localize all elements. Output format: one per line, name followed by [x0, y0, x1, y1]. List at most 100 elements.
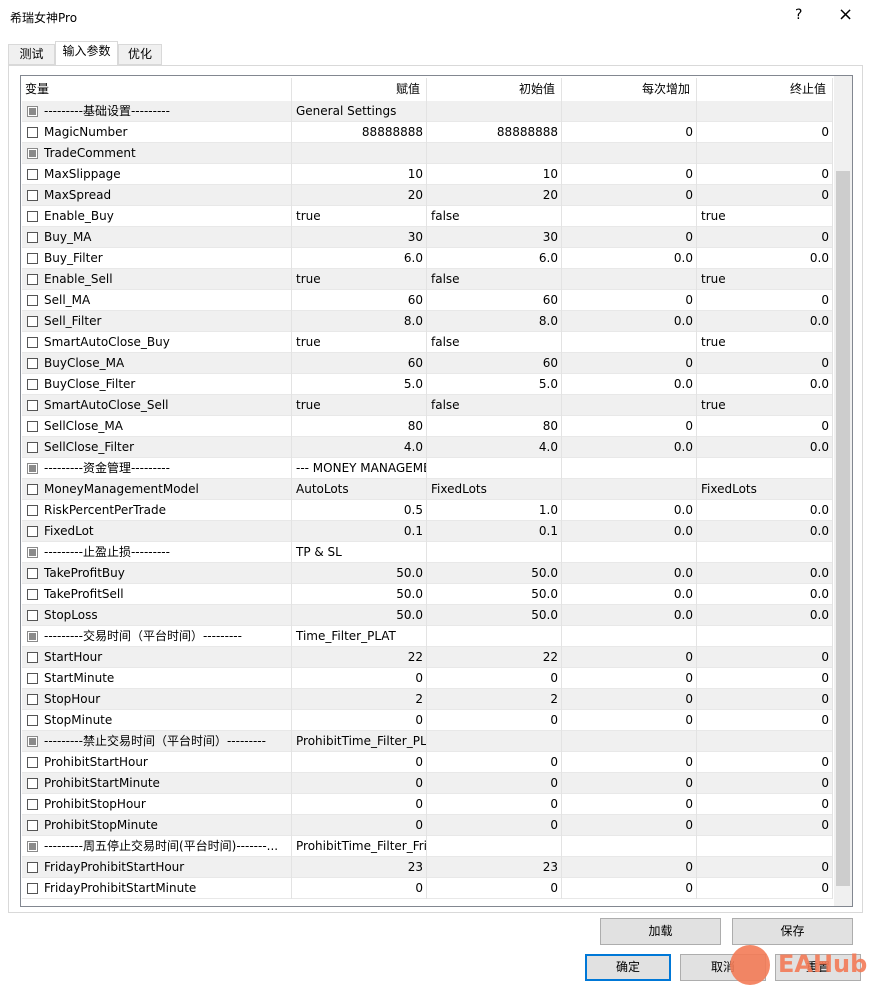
param-value: 30	[427, 227, 562, 248]
param-value: 0.0	[562, 521, 697, 542]
param-row[interactable]: Enable_Buy true false true	[22, 206, 833, 227]
scrollbar[interactable]	[834, 76, 852, 906]
checkbox[interactable]	[27, 253, 38, 264]
close-button[interactable]: ×	[838, 4, 854, 25]
param-row[interactable]: SmartAutoClose_Sell true false true	[22, 395, 833, 416]
param-row[interactable]: RiskPercentPerTrade 0.5 1.0 0.0 0.0	[22, 500, 833, 521]
checkbox[interactable]	[27, 232, 38, 243]
param-row[interactable]: Buy_Filter 6.0 6.0 0.0 0.0	[22, 248, 833, 269]
tab[interactable]: 测试	[8, 44, 55, 65]
checkbox[interactable]	[27, 610, 38, 621]
checkbox[interactable]	[27, 778, 38, 789]
param-value: true	[697, 269, 833, 290]
param-row[interactable]: MagicNumber 88888888 88888888 0 0	[22, 122, 833, 143]
param-row[interactable]: MaxSpread 20 20 0 0	[22, 185, 833, 206]
checkbox[interactable]	[27, 694, 38, 705]
checkbox[interactable]	[27, 673, 38, 684]
param-value: 0	[562, 752, 697, 773]
checkbox[interactable]	[27, 358, 38, 369]
checkbox[interactable]	[27, 190, 38, 201]
checkbox[interactable]	[27, 568, 38, 579]
checkbox[interactable]	[27, 757, 38, 768]
param-value: 22	[292, 647, 427, 668]
param-row[interactable]: StopLoss 50.0 50.0 0.0 0.0	[22, 605, 833, 626]
param-row[interactable]: StopMinute 0 0 0 0	[22, 710, 833, 731]
param-row[interactable]: FridayProhibitStartHour 23 23 0 0	[22, 857, 833, 878]
tab-active[interactable]: 输入参数	[55, 41, 118, 66]
param-value: 0	[292, 710, 427, 731]
param-row[interactable]: Sell_MA 60 60 0 0	[22, 290, 833, 311]
checkbox[interactable]	[27, 379, 38, 390]
param-row[interactable]: ---------止盈止损--------- TP & SL	[22, 542, 833, 563]
param-row[interactable]: ProhibitStopHour 0 0 0 0	[22, 794, 833, 815]
param-row[interactable]: ProhibitStartHour 0 0 0 0	[22, 752, 833, 773]
checkbox[interactable]	[27, 820, 38, 831]
checkbox[interactable]	[27, 736, 38, 747]
param-row[interactable]: ---------基础设置--------- General Settings	[22, 101, 833, 122]
checkbox[interactable]	[27, 148, 38, 159]
reset-button[interactable]: 重置	[775, 954, 861, 981]
param-row[interactable]: Sell_Filter 8.0 8.0 0.0 0.0	[22, 311, 833, 332]
param-row[interactable]: FridayProhibitStartMinute 0 0 0 0	[22, 878, 833, 899]
ok-button[interactable]: 确定	[585, 954, 671, 981]
checkbox[interactable]	[27, 505, 38, 516]
param-row[interactable]: TakeProfitSell 50.0 50.0 0.0 0.0	[22, 584, 833, 605]
checkbox[interactable]	[27, 295, 38, 306]
checkbox[interactable]	[27, 841, 38, 852]
param-row[interactable]: BuyClose_MA 60 60 0 0	[22, 353, 833, 374]
param-row[interactable]: SellClose_Filter 4.0 4.0 0.0 0.0	[22, 437, 833, 458]
checkbox[interactable]	[27, 589, 38, 600]
param-row[interactable]: StartHour 22 22 0 0	[22, 647, 833, 668]
checkbox[interactable]	[27, 862, 38, 873]
param-row[interactable]: FixedLot 0.1 0.1 0.0 0.0	[22, 521, 833, 542]
load-button[interactable]: 加载	[600, 918, 721, 945]
checkbox[interactable]	[27, 547, 38, 558]
param-row[interactable]: Buy_MA 30 30 0 0	[22, 227, 833, 248]
param-name: SellClose_Filter	[42, 437, 292, 458]
param-row[interactable]: SmartAutoClose_Buy true false true	[22, 332, 833, 353]
tab[interactable]: 优化	[118, 44, 162, 65]
empty-cell	[562, 332, 697, 353]
checkbox[interactable]	[27, 526, 38, 537]
checkbox[interactable]	[27, 463, 38, 474]
help-button[interactable]: ?	[795, 7, 803, 23]
param-row[interactable]: StopHour 2 2 0 0	[22, 689, 833, 710]
param-row[interactable]: BuyClose_Filter 5.0 5.0 0.0 0.0	[22, 374, 833, 395]
param-row[interactable]: ProhibitStartMinute 0 0 0 0	[22, 773, 833, 794]
param-row[interactable]: StartMinute 0 0 0 0	[22, 668, 833, 689]
checkbox[interactable]	[27, 421, 38, 432]
checkbox[interactable]	[27, 169, 38, 180]
checkbox[interactable]	[27, 400, 38, 411]
save-button[interactable]: 保存	[732, 918, 853, 945]
scroll-thumb[interactable]	[836, 171, 850, 886]
param-value: 1.0	[427, 500, 562, 521]
checkbox[interactable]	[27, 715, 38, 726]
checkbox[interactable]	[27, 442, 38, 453]
param-value: 6.0	[292, 248, 427, 269]
checkbox[interactable]	[27, 484, 38, 495]
param-row[interactable]: MaxSlippage 10 10 0 0	[22, 164, 833, 185]
checkbox[interactable]	[27, 127, 38, 138]
checkbox[interactable]	[27, 274, 38, 285]
param-row[interactable]: TradeComment	[22, 143, 833, 164]
checkbox[interactable]	[27, 106, 38, 117]
param-value: 0	[562, 794, 697, 815]
checkbox[interactable]	[27, 211, 38, 222]
checkbox[interactable]	[27, 337, 38, 348]
checkbox[interactable]	[27, 883, 38, 894]
checkbox[interactable]	[27, 652, 38, 663]
param-row[interactable]: ---------禁止交易时间（平台时间）--------- ProhibitTi…	[22, 731, 833, 752]
checkbox[interactable]	[27, 316, 38, 327]
param-row[interactable]: TakeProfitBuy 50.0 50.0 0.0 0.0	[22, 563, 833, 584]
param-row[interactable]: SellClose_MA 80 80 0 0	[22, 416, 833, 437]
param-name: SmartAutoClose_Buy	[42, 332, 292, 353]
param-row[interactable]: MoneyManagementModel AutoLots FixedLots Fix…	[22, 479, 833, 500]
param-row[interactable]: ---------资金管理------------ MONEY MANAGEME…	[22, 458, 833, 479]
param-value: 0	[562, 773, 697, 794]
checkbox[interactable]	[27, 799, 38, 810]
param-row[interactable]: ProhibitStopMinute 0 0 0 0	[22, 815, 833, 836]
checkbox[interactable]	[27, 631, 38, 642]
param-row[interactable]: Enable_Sell true false true	[22, 269, 833, 290]
param-row[interactable]: ---------周五停止交易时间(平台时间)-------... Prohibi…	[22, 836, 833, 857]
param-row[interactable]: ---------交易时间（平台时间）--------- Time_Filter_…	[22, 626, 833, 647]
